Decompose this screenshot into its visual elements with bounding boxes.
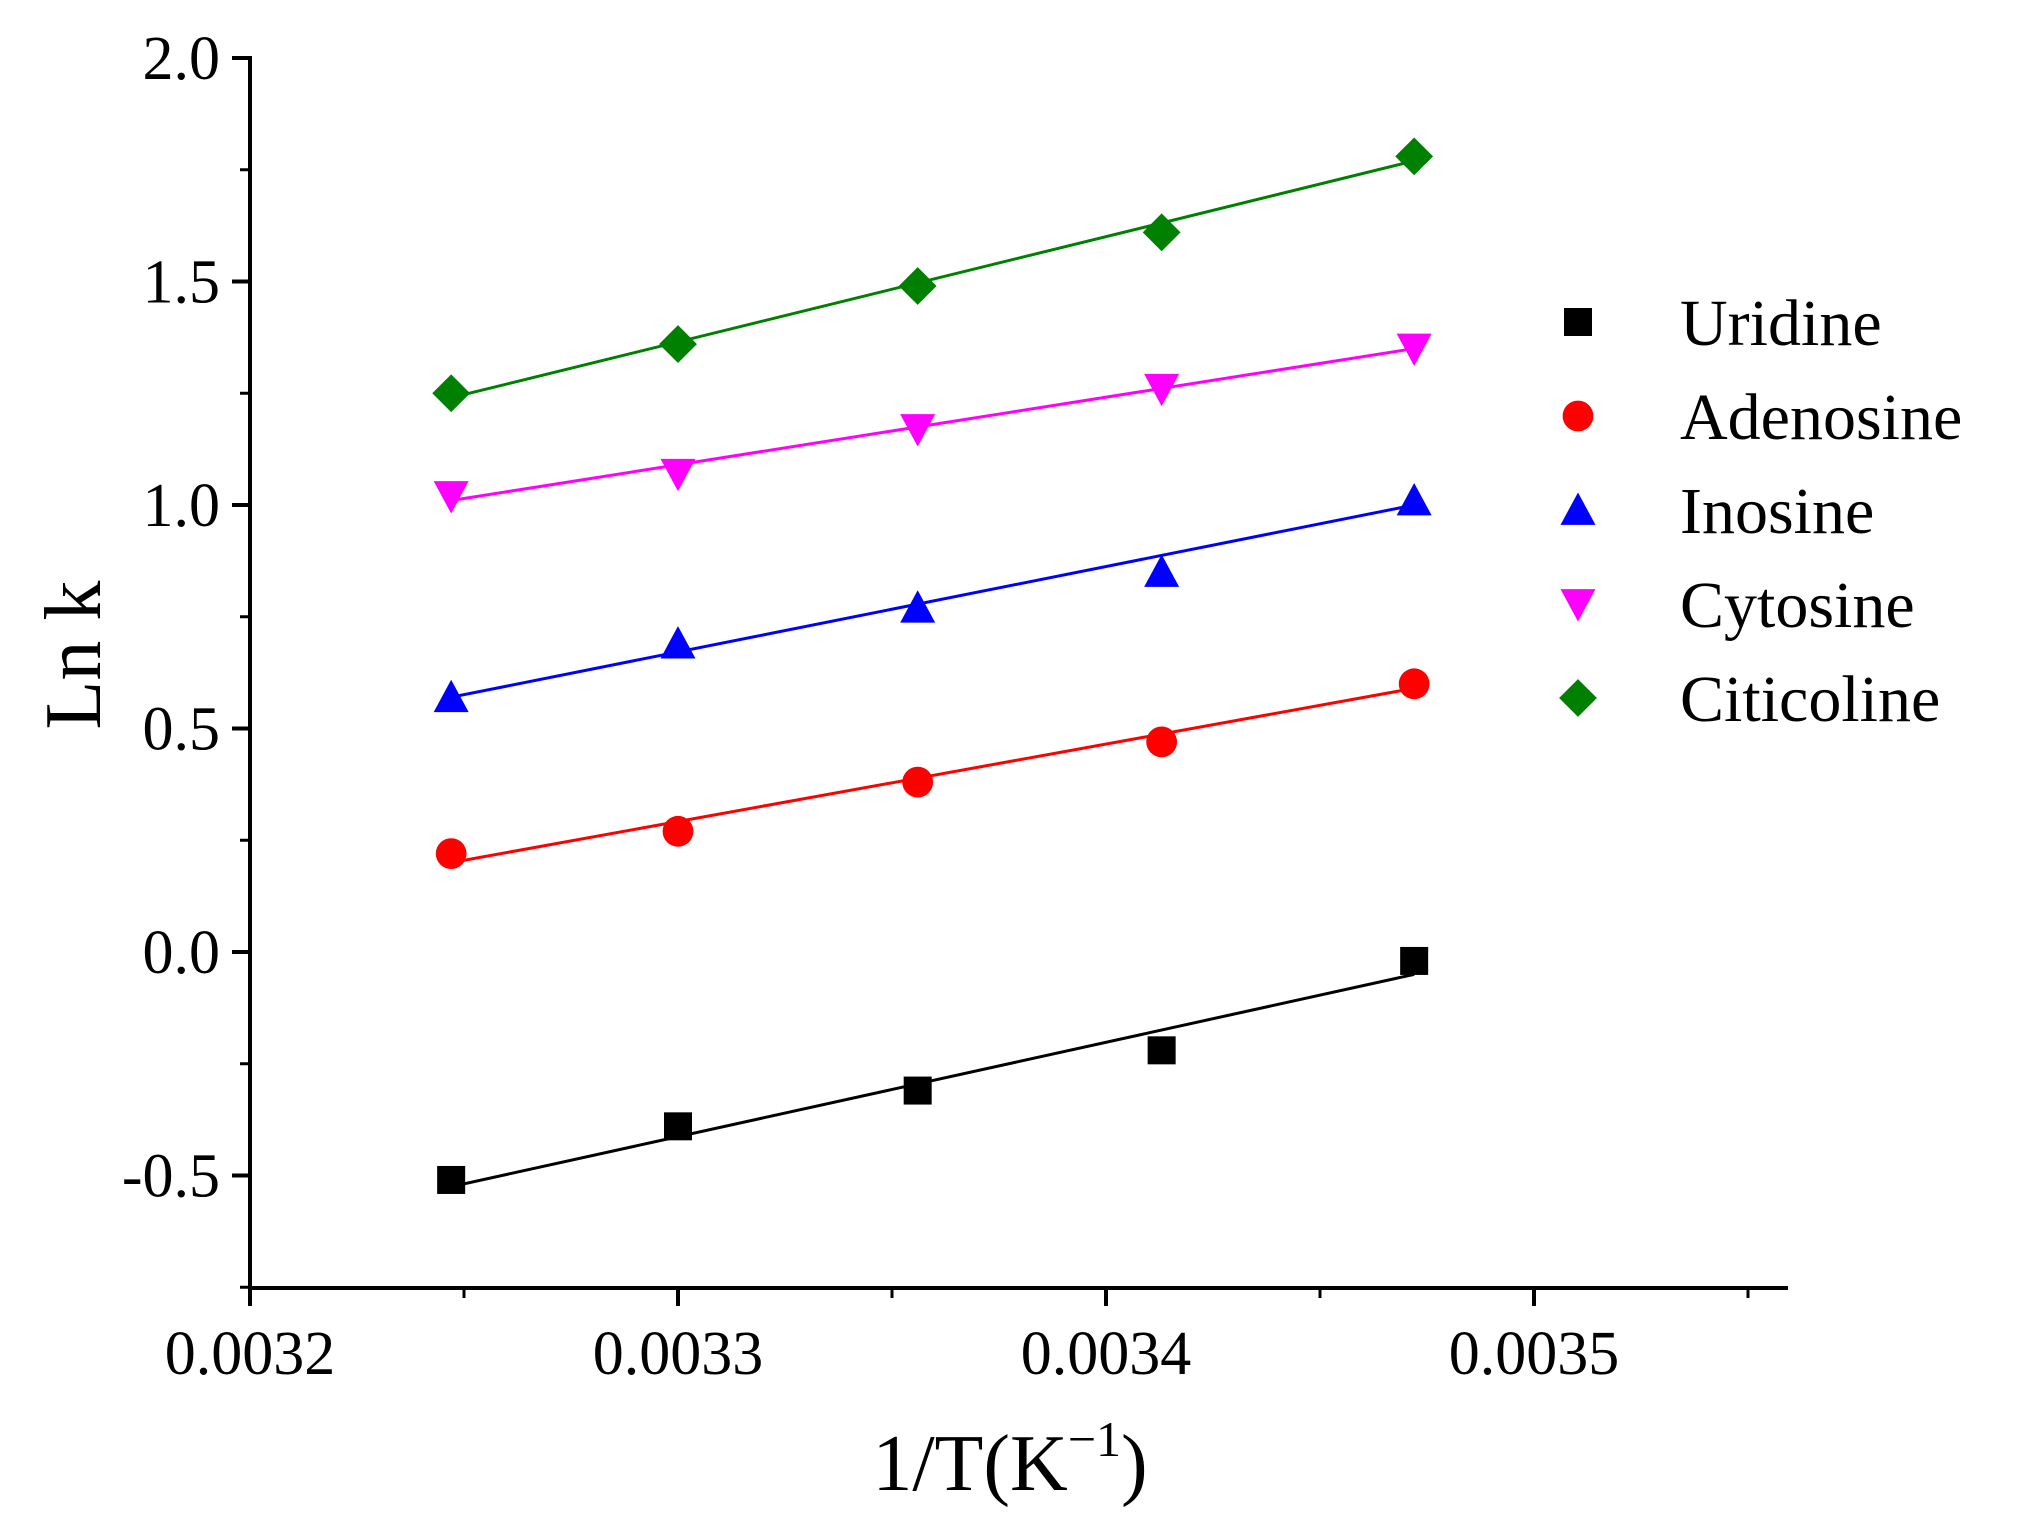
point-inosine [1144, 554, 1180, 587]
point-adenosine [902, 766, 934, 798]
point-uridine [1400, 946, 1429, 975]
axes [248, 56, 1788, 1290]
fit-lines [450, 159, 1415, 1189]
x-tick-label: 0.0032 [165, 1320, 336, 1388]
point-citicoline [1395, 137, 1434, 176]
y-axis-title: Ln k [30, 581, 118, 730]
point-uridine [664, 1112, 692, 1141]
legend-label-inosine: Inosine [1680, 475, 1874, 548]
point-cytosine [660, 458, 696, 492]
point-citicoline [659, 325, 697, 363]
point-cytosine [1396, 333, 1432, 367]
fit-line-cytosine [450, 347, 1415, 503]
point-adenosine [662, 815, 694, 847]
y-tick-label: 2.0 [143, 25, 221, 93]
point-inosine [1396, 483, 1432, 516]
x-tick-label: 0.0033 [593, 1320, 764, 1388]
fit-line-uridine [450, 972, 1415, 1189]
fit-line-citicoline [450, 159, 1415, 400]
x-tick-label: 0.0034 [1021, 1320, 1192, 1388]
x-axis-title-sup: −1 [1068, 1411, 1121, 1467]
point-inosine [900, 590, 936, 623]
x-ticks: 0.0032 0.0033 0.0034 0.0035 [165, 1288, 1750, 1388]
point-inosine [433, 679, 469, 713]
x-axis-title-close: ) [1121, 1420, 1148, 1508]
x-tick-label: 0.0035 [1449, 1320, 1620, 1388]
point-adenosine [1398, 668, 1430, 700]
point-adenosine [1146, 726, 1178, 758]
point-uridine [903, 1076, 932, 1105]
y-tick-label: 1.0 [143, 472, 221, 540]
point-cytosine [433, 481, 469, 514]
point-citicoline [898, 267, 937, 305]
legend-label-uridine: Uridine [1680, 287, 1882, 360]
point-uridine [1147, 1036, 1176, 1065]
legend-marker-adenosine [1562, 400, 1594, 432]
legend-label-citicoline: Citicoline [1680, 663, 1940, 736]
fit-line-adenosine [450, 686, 1415, 865]
data-points [432, 137, 1434, 1194]
legend: Uridine Adenosine Inosine Cytosine Citicolin… [1559, 287, 1962, 736]
y-tick-label: 0.5 [143, 696, 221, 764]
point-citicoline [1142, 213, 1181, 252]
y-tick-label: 0.0 [143, 919, 221, 987]
y-tick-label: -0.5 [122, 1143, 220, 1211]
point-citicoline [432, 374, 471, 413]
point-cytosine [1144, 373, 1180, 407]
legend-label-adenosine: Adenosine [1680, 381, 1962, 454]
legend-marker-cytosine [1560, 589, 1596, 622]
fit-line-inosine [450, 503, 1415, 699]
point-inosine [660, 626, 696, 659]
point-cytosine [900, 414, 936, 447]
x-axis-title: 1/T(K−1) [872, 1411, 1147, 1508]
legend-label-cytosine: Cytosine [1680, 569, 1915, 642]
point-adenosine [435, 838, 467, 870]
legend-marker-uridine [1564, 308, 1592, 336]
y-ticks: -0.5 0.0 0.5 1.0 1.5 2.0 [122, 25, 250, 1289]
legend-marker-citicoline [1559, 679, 1597, 717]
y-tick-label: 1.5 [143, 249, 221, 317]
legend-marker-inosine [1560, 492, 1596, 525]
x-axis-title-main: 1/T(K [872, 1420, 1068, 1508]
point-uridine [437, 1165, 466, 1194]
